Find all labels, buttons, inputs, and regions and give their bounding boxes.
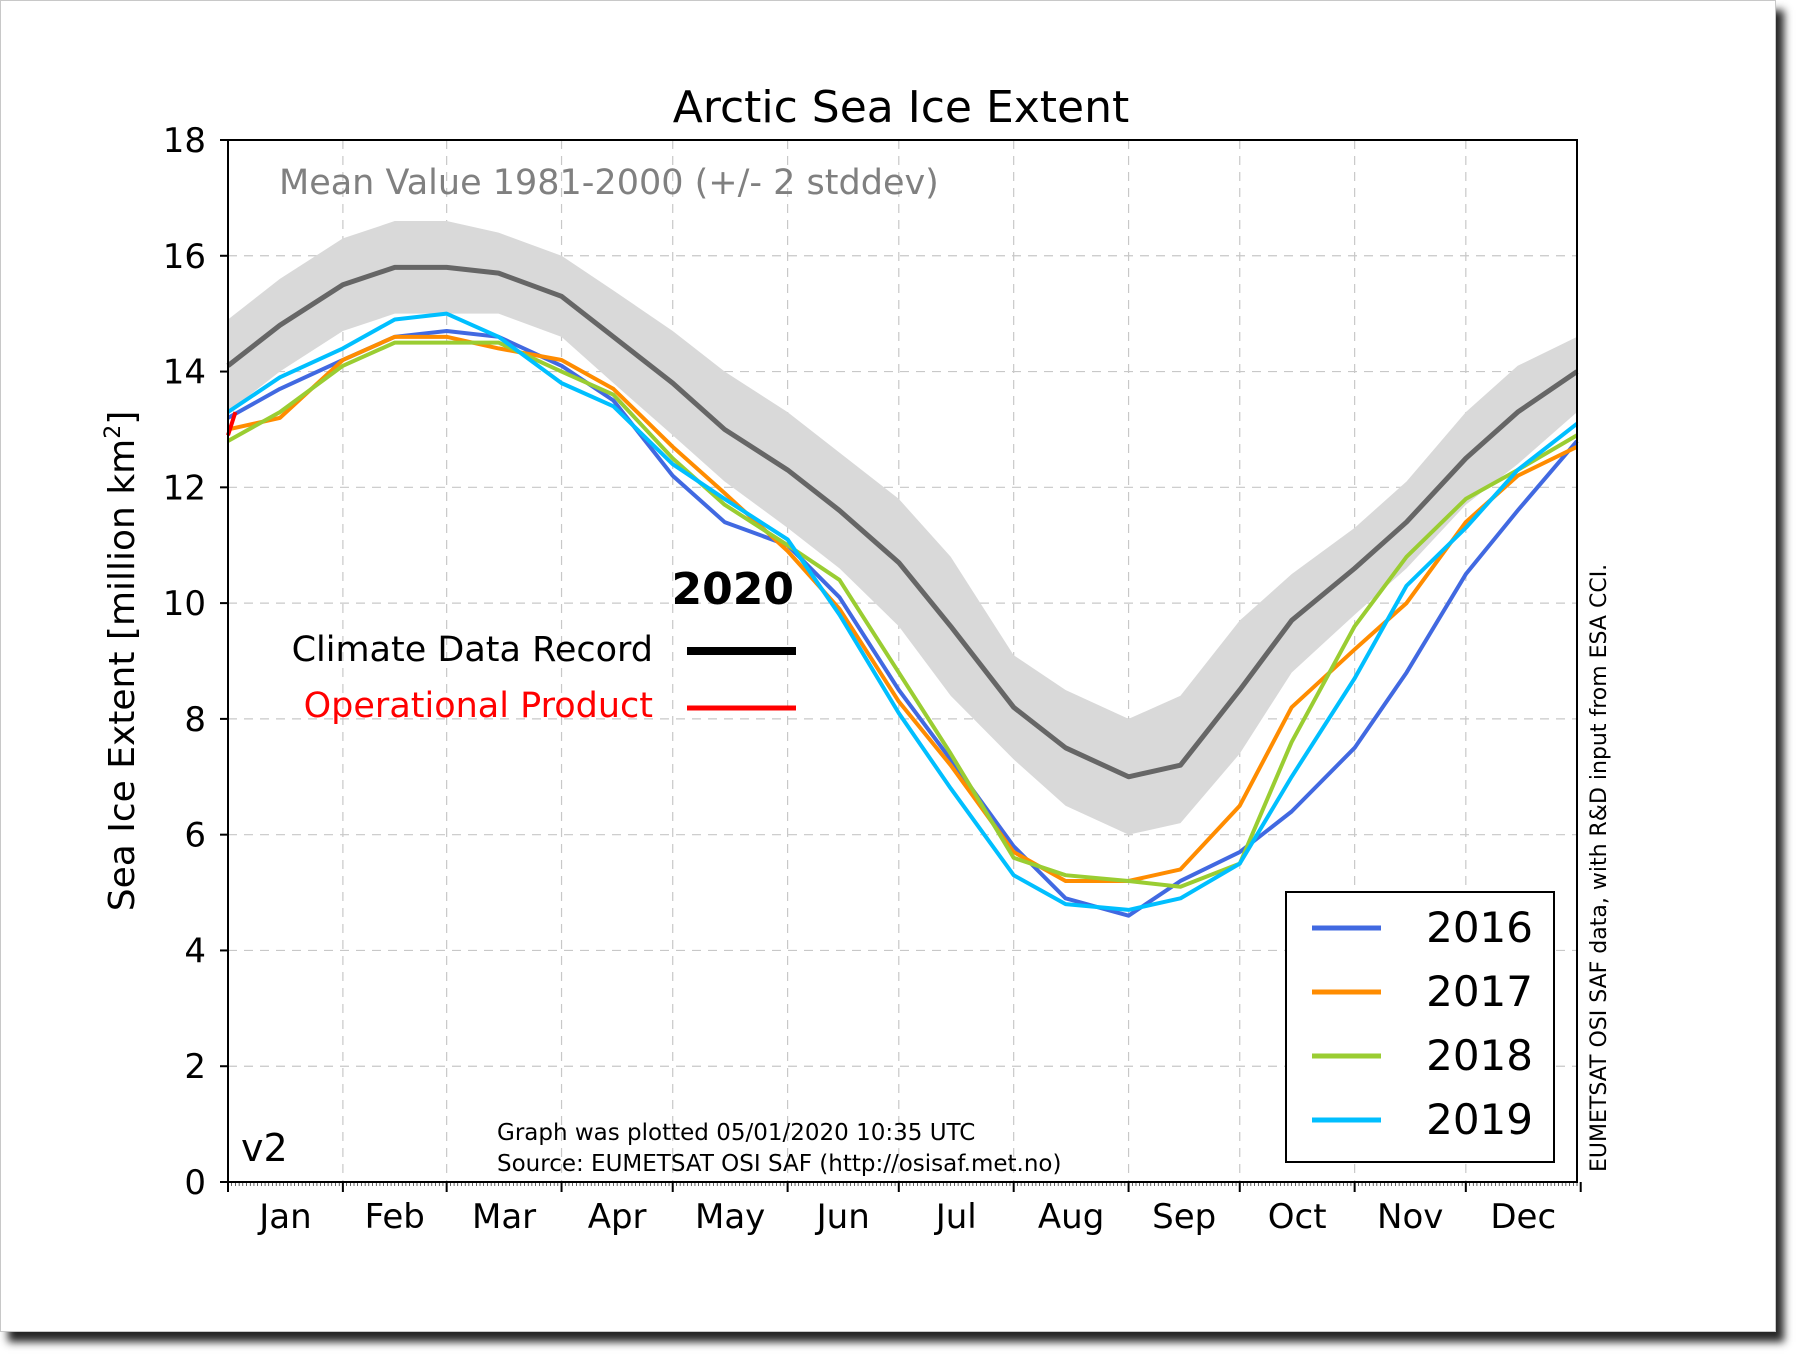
y-axis: 0 2 4 6 8 10 12 14 16 18 (163, 121, 228, 1203)
month-label-jun: Jun (815, 1197, 870, 1237)
legend-label-2017: 2017 (1426, 967, 1533, 1016)
y-tick-label: 10 (163, 584, 206, 624)
sea-ice-chart: Arctic Sea Ice Extent Mean Value 1981-20… (1, 1, 1775, 1331)
month-label-dec: Dec (1490, 1197, 1556, 1237)
month-label-oct: Oct (1268, 1197, 1327, 1237)
version-label: v2 (241, 1126, 288, 1170)
y-tick-label: 4 (184, 931, 206, 971)
series-line-2017 (227, 334, 1578, 883)
stddev-band-area (228, 221, 1577, 835)
side-credit: EUMETSAT OSI SAF data, with R&D input fr… (1587, 564, 1612, 1172)
y-tick-label: 14 (163, 353, 206, 393)
y-tick-label: 12 (163, 468, 206, 508)
footer-source: Source: EUMETSAT OSI SAF (http://osisaf.… (497, 1151, 1061, 1177)
footer-plotted-date: Graph was plotted 05/01/2020 10:35 UTC (497, 1120, 975, 1146)
series-line-2016 (227, 329, 1579, 918)
y-tick-label: 2 (184, 1047, 206, 1087)
series-line-2019 (226, 311, 1579, 912)
month-label-may: May (695, 1197, 765, 1237)
y-tick-label: 18 (163, 121, 206, 161)
year-2020-label: 2020 (672, 564, 794, 615)
series-line-2018 (227, 340, 1579, 889)
month-label-sep: Sep (1152, 1197, 1216, 1237)
stddev-band (228, 221, 1577, 835)
legend-box (1285, 891, 1555, 1163)
y-tick-label: 16 (163, 237, 206, 277)
month-label-jan: Jan (257, 1197, 311, 1237)
month-label-mar: Mar (472, 1197, 536, 1237)
month-label-apr: Apr (588, 1197, 647, 1237)
month-label-aug: Aug (1038, 1197, 1104, 1237)
y-tick-label: 8 (184, 700, 206, 740)
mean-value-label: Mean Value 1981-2000 (+/- 2 stddev) (279, 163, 939, 203)
mean-line (226, 264, 1579, 780)
operational-2020-line (226, 411, 238, 436)
climate-data-record-label: Climate Data Record (292, 630, 653, 670)
legend-label-2019: 2019 (1426, 1095, 1533, 1144)
legend-label-2016: 2016 (1426, 903, 1533, 952)
y-tick-label: 6 (184, 816, 206, 856)
month-label-nov: Nov (1377, 1197, 1443, 1237)
month-label-feb: Feb (365, 1197, 425, 1237)
month-label-jul: Jul (934, 1197, 977, 1237)
series-layer (226, 264, 1579, 918)
legend: 2016 2017 2018 2019 (1285, 891, 1555, 1163)
chart-frame: Arctic Sea Ice Extent Mean Value 1981-20… (0, 0, 1776, 1332)
chart-title: Arctic Sea Ice Extent (673, 82, 1130, 133)
legend-label-2018: 2018 (1426, 1031, 1533, 1080)
y-axis-label: Sea Ice Extent [million km2] (101, 411, 143, 912)
operational-product-label: Operational Product (304, 686, 653, 726)
y-tick-label: 0 (184, 1163, 206, 1203)
x-axis: Jan Feb Mar Apr May Jun Jul Aug Sep Oct Nov Dec (227, 1182, 1582, 1237)
